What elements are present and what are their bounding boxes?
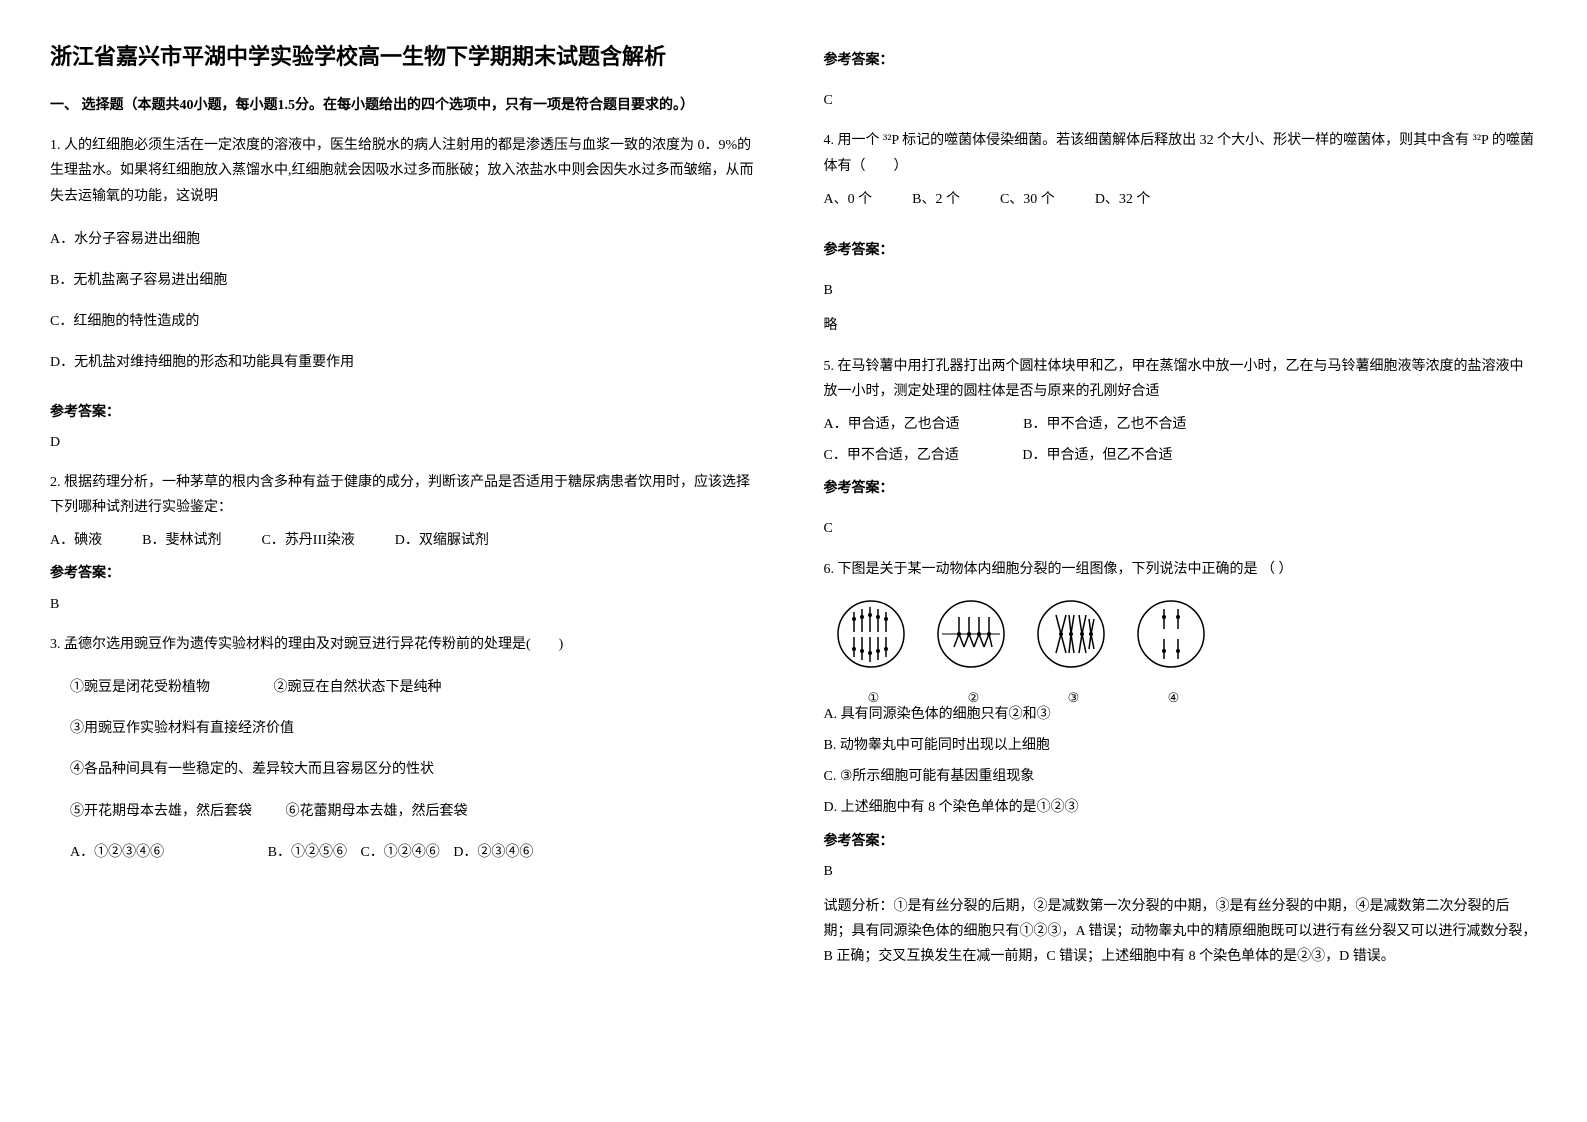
q5-option-c: C．甲不合适，乙合适 — [824, 448, 959, 463]
q2-option-a: A．碘液 — [50, 528, 102, 553]
q4-option-d: D、32 个 — [1095, 187, 1151, 212]
q2-answer: B — [50, 592, 764, 617]
question-4: 4. 用一个 ³²P 标记的噬菌体侵染细菌。若该细菌解体后释放出 32 个大小、… — [824, 128, 1538, 338]
q1-answer-label: 参考答案： — [50, 400, 764, 425]
q1-option-c: C．红细胞的特性造成的 — [50, 309, 764, 334]
q1-option-a: A．水分子容易进出细胞 — [50, 227, 764, 252]
q2-text: 2. 根据药理分析，一种茅草的根内含多种有益于健康的成分，判断该产品是否适用于糖… — [50, 470, 764, 520]
q5-text: 5. 在马铃薯中用打孔器打出两个圆柱体块甲和乙，甲在蒸馏水中放一小时，乙在与马铃… — [824, 354, 1538, 404]
question-2: 2. 根据药理分析，一种茅草的根内含多种有益于健康的成分，判断该产品是否适用于糖… — [50, 470, 764, 617]
q4-answer: B — [824, 278, 1538, 303]
q3-option-a: A．①②③④⑥ — [70, 845, 164, 860]
left-column: 浙江省嘉兴市平湖中学实验学校高一生物下学期期末试题含解析 一、 选择题（本题共4… — [50, 40, 764, 985]
cell-label-3: ③ — [1034, 686, 1114, 709]
q4-note: 略 — [824, 313, 1538, 338]
q3-option-d: D．②③④⑥ — [453, 845, 533, 860]
q1-answer: D — [50, 430, 764, 455]
q2-answer-label: 参考答案： — [50, 561, 764, 586]
q5-option-b: B．甲不合适，乙也不合适 — [1023, 417, 1186, 432]
q6-text: 6. 下图是关于某一动物体内细胞分裂的一组图像，下列说法中正确的是 （ ） — [824, 557, 1538, 582]
cell-label-2: ② — [934, 686, 1014, 709]
q5-option-d: D．甲合适，但乙不合适 — [1022, 448, 1172, 463]
cell-diagram-4: ④ — [1134, 597, 1214, 687]
cell-diagram-1: ① — [834, 597, 914, 687]
right-column: 参考答案： C 4. 用一个 ³²P 标记的噬菌体侵染细菌。若该细菌解体后释放出… — [824, 40, 1538, 985]
cell-label-1: ① — [834, 686, 914, 709]
q5-option-a: A．甲合适，乙也合适 — [824, 417, 960, 432]
q2-option-d: D．双缩脲试剂 — [395, 528, 489, 553]
q3-sub6: ⑥花蕾期母本去雄，然后套袋 — [286, 804, 468, 819]
q5-answer-label: 参考答案： — [824, 476, 1538, 501]
q1-text: 1. 人的红细胞必须生活在一定浓度的溶液中，医生给脱水的病人注射用的都是渗透压与… — [50, 133, 764, 209]
q3-sub1: ①豌豆是闭花受粉植物 — [70, 680, 210, 695]
q3-sub3: ③用豌豆作实验材料有直接经济价值 — [70, 716, 764, 741]
question-5: 5. 在马铃薯中用打孔器打出两个圆柱体块甲和乙，甲在蒸馏水中放一小时，乙在与马铃… — [824, 354, 1538, 542]
q6-answer: B — [824, 859, 1538, 884]
q3-option-b: B．①②⑤⑥ — [268, 845, 347, 860]
section-header: 一、 选择题（本题共40小题，每小题1.5分。在每小题给出的四个选项中，只有一项… — [50, 93, 764, 118]
cell-diagram-2: ② — [934, 597, 1014, 687]
q6-option-c: C. ③所示细胞可能有基因重组现象 — [824, 764, 1538, 789]
question-1: 1. 人的红细胞必须生活在一定浓度的溶液中，医生给脱水的病人注射用的都是渗透压与… — [50, 133, 764, 455]
q3-option-c: C．①②④⑥ — [360, 845, 439, 860]
q4-option-c: C、30 个 — [1000, 187, 1055, 212]
q3-answer-label: 参考答案： — [824, 48, 1538, 73]
q6-answer-label: 参考答案： — [824, 829, 1538, 854]
q3-text: 3. 孟德尔选用豌豆作为遗传实验材料的理由及对豌豆进行异花传粉前的处理是( ) — [50, 632, 764, 657]
q6-option-d: D. 上述细胞中有 8 个染色单体的是①②③ — [824, 795, 1538, 820]
q4-answer-label: 参考答案： — [824, 238, 1538, 263]
q4-option-b: B、2 个 — [912, 187, 960, 212]
cell-label-4: ④ — [1134, 686, 1214, 709]
q6-analysis: 试题分析：①是有丝分裂的后期，②是减数第一次分裂的中期，③是有丝分裂的中期，④是… — [824, 894, 1538, 970]
q3-answer: C — [824, 88, 1538, 113]
q2-option-b: B．斐林试剂 — [142, 528, 221, 553]
q4-option-a: A、0 个 — [824, 187, 873, 212]
q6-option-b: B. 动物睾丸中可能同时出现以上细胞 — [824, 733, 1538, 758]
document-title: 浙江省嘉兴市平湖中学实验学校高一生物下学期期末试题含解析 — [50, 40, 764, 73]
q1-option-b: B．无机盐离子容易进出细胞 — [50, 268, 764, 293]
question-6: 6. 下图是关于某一动物体内细胞分裂的一组图像，下列说法中正确的是 （ ） — [824, 557, 1538, 970]
q3-sub4: ④各品种间具有一些稳定的、差异较大而且容易区分的性状 — [70, 757, 764, 782]
cell-diagrams: ① ② — [824, 597, 1538, 687]
q2-option-c: C．苏丹III染液 — [261, 528, 354, 553]
q1-option-d: D．无机盐对维持细胞的形态和功能具有重要作用 — [50, 350, 764, 375]
q5-answer: C — [824, 516, 1538, 541]
cell-diagram-3: ③ — [1034, 597, 1114, 687]
q4-text: 4. 用一个 ³²P 标记的噬菌体侵染细菌。若该细菌解体后释放出 32 个大小、… — [824, 128, 1538, 178]
q3-sub2: ②豌豆在自然状态下是纯种 — [274, 680, 442, 695]
question-3: 3. 孟德尔选用豌豆作为遗传实验材料的理由及对豌豆进行异花传粉前的处理是( ) … — [50, 632, 764, 865]
q3-sub5: ⑤开花期母本去雄，然后套袋 — [70, 804, 252, 819]
